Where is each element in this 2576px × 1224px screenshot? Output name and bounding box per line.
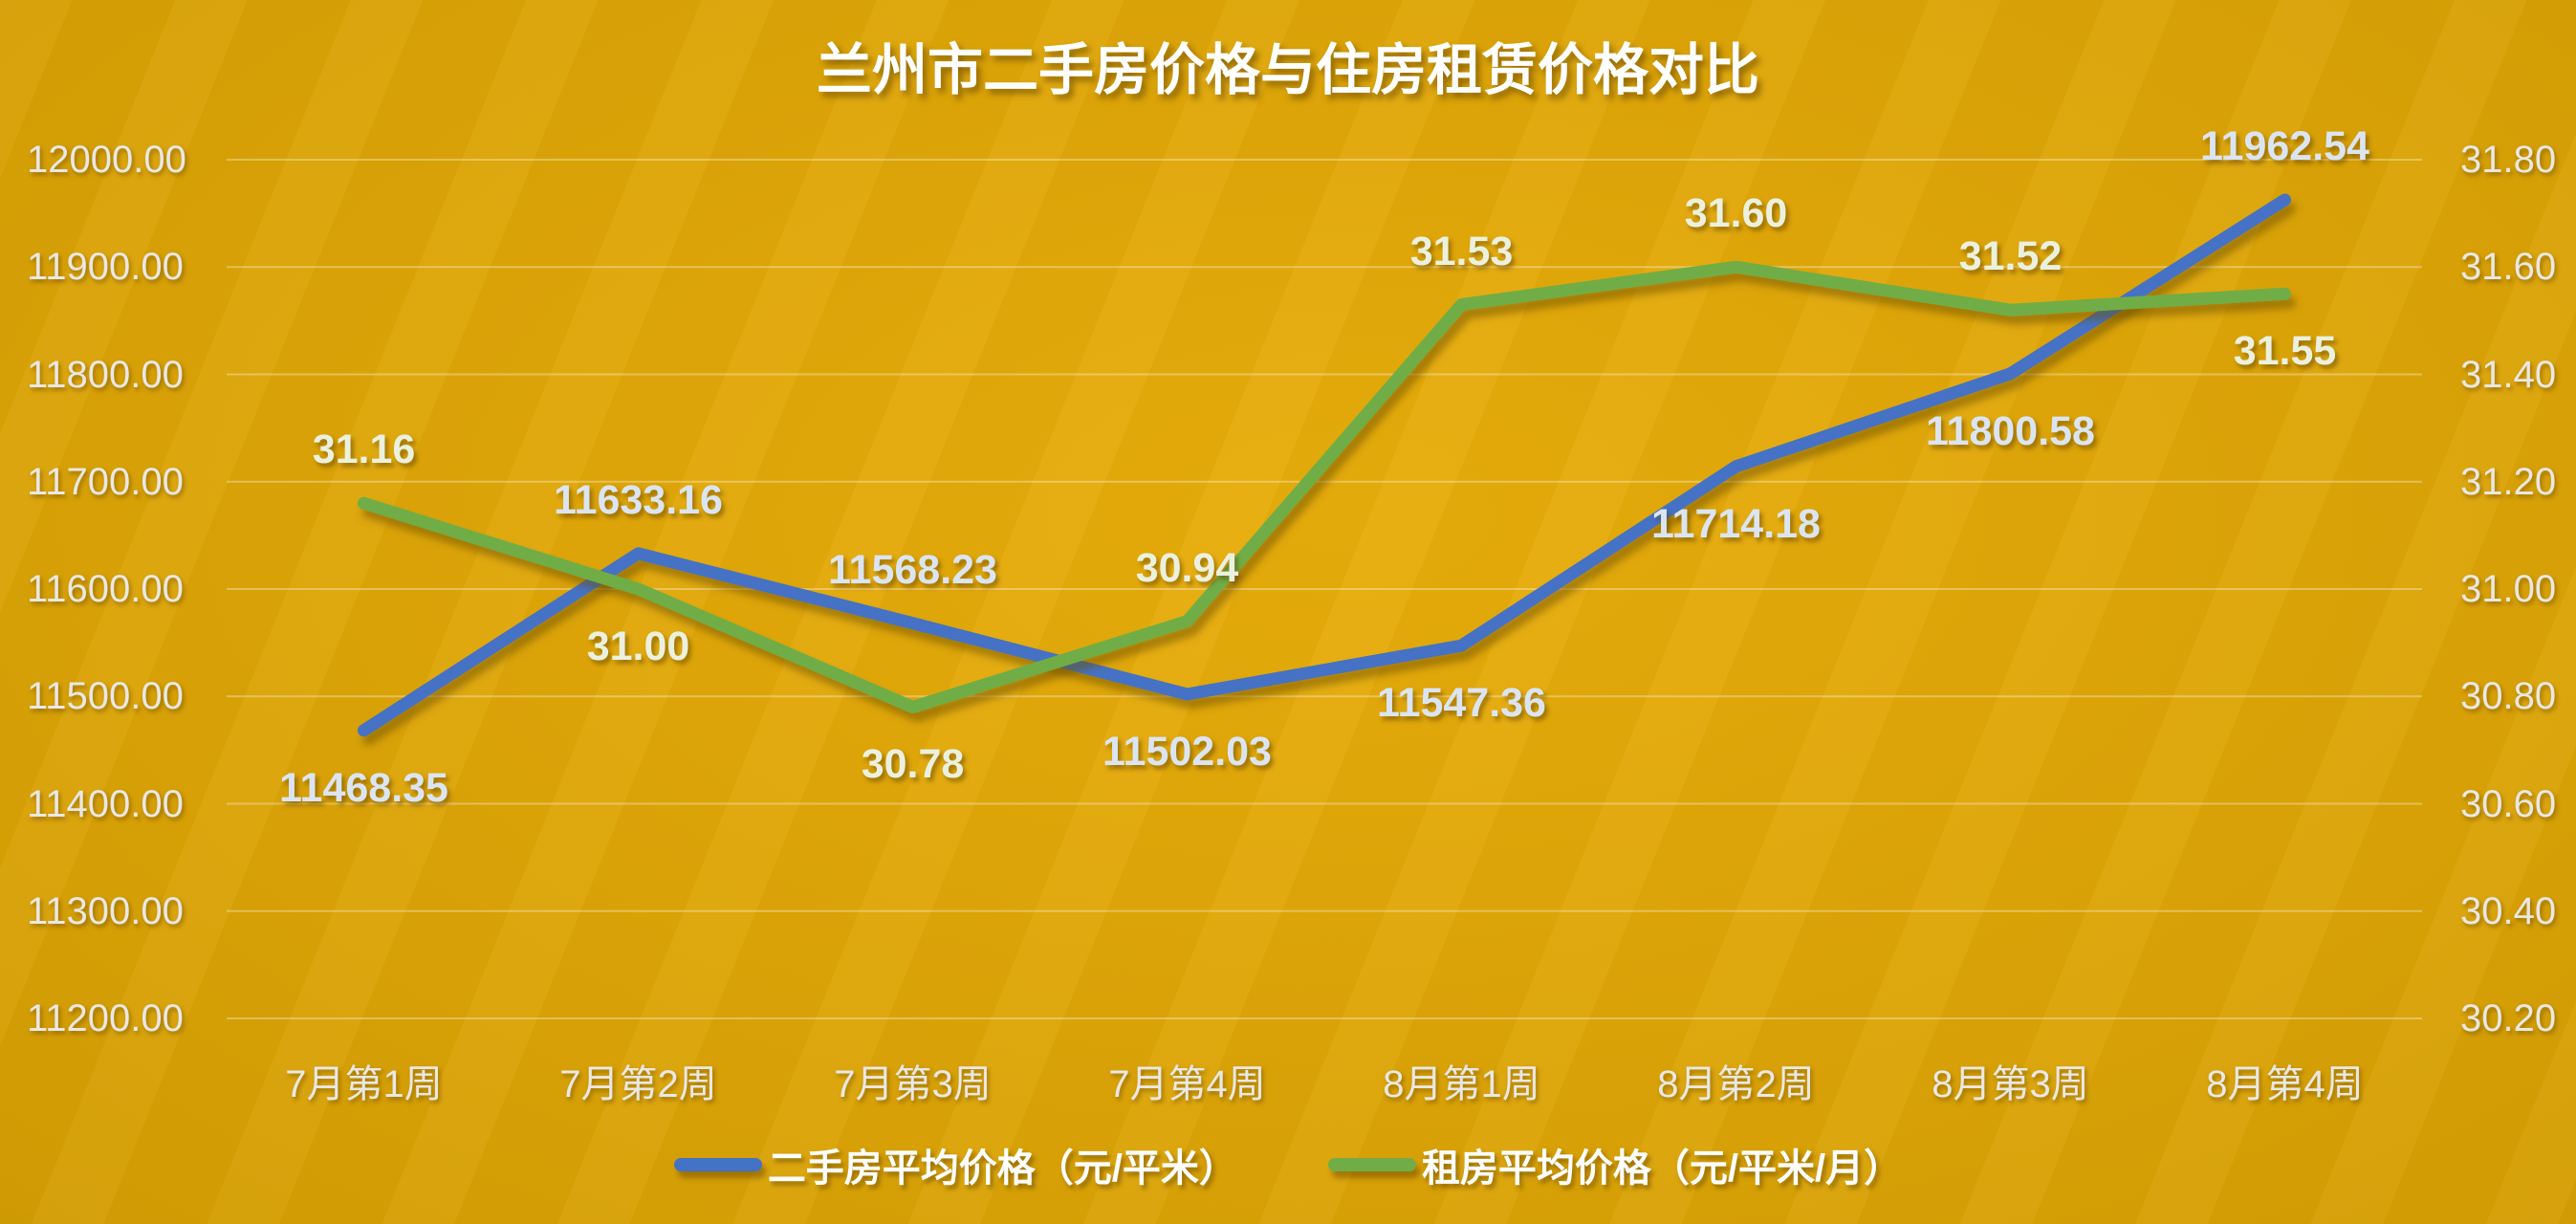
y-axis-left-tick: 11300.00 [27, 889, 184, 932]
series-line-secondhand-price [358, 193, 2291, 737]
legend-swatch-rental-price-icon [1327, 1158, 1416, 1171]
data-label-secondhand-price: 11568.23 [828, 546, 997, 593]
data-label-rental-price: 31.00 [586, 623, 690, 669]
series-lines [358, 193, 2291, 737]
data-label-secondhand-price: 11633.16 [554, 476, 723, 523]
data-label-secondhand-price: 11502.03 [1102, 728, 1272, 775]
x-axis-label: 8月第4周 [2206, 1063, 2364, 1105]
data-label-rental-price: 30.78 [861, 741, 965, 788]
y-axis-right-tick: 30.60 [2460, 782, 2557, 825]
data-label-secondhand-price: 11547.36 [1377, 680, 1546, 727]
y-axis-left-tick: 11600.00 [27, 568, 184, 610]
data-label-rental-price: 31.60 [1684, 190, 1788, 237]
y-axis-right-tick: 31.60 [2460, 246, 2557, 289]
data-label-rental-price: 31.55 [2233, 328, 2337, 375]
x-axis-label: 8月第3周 [1932, 1063, 2089, 1105]
x-axis-label: 7月第3周 [834, 1063, 992, 1105]
y-axis-right-tick: 31.80 [2460, 139, 2557, 181]
y-axis-left-tick: 11900.00 [27, 246, 184, 289]
legend-item-secondhand-price: 二手房平均价格（元/平米） [673, 1137, 1237, 1192]
x-axis-label: 7月第2周 [559, 1063, 717, 1105]
y-axis-left-tick: 11700.00 [27, 460, 184, 503]
y-axis-right-tick: 30.20 [2460, 997, 2557, 1039]
y-axis-left-tick: 11400.00 [27, 782, 184, 825]
legend: 二手房平均价格（元/平米） 租房平均价格（元/平米/月） [0, 1134, 2576, 1195]
legend-item-rental-price: 租房平均价格（元/平米/月） [1327, 1137, 1903, 1192]
y-axis-right-tick: 30.80 [2460, 675, 2557, 718]
series-line-rental-price [358, 260, 2291, 713]
y-axis-right-tick: 31.20 [2460, 460, 2557, 503]
x-axis-label: 8月第2周 [1657, 1063, 1815, 1105]
data-label-rental-price: 30.94 [1135, 544, 1239, 591]
chart-title: 兰州市二手房价格与住房租赁价格对比 [816, 39, 1759, 101]
x-axis-label: 8月第1周 [1383, 1063, 1540, 1105]
data-label-secondhand-price: 11468.35 [279, 764, 448, 811]
y-axis-right-tick: 30.40 [2460, 889, 2557, 932]
data-label-secondhand-price: 11714.18 [1651, 500, 1821, 547]
data-label-rental-price: 31.16 [312, 426, 416, 473]
y-axis-left-tick: 11200.00 [27, 997, 184, 1039]
y-axis-right-tick: 31.40 [2460, 353, 2557, 396]
data-label-secondhand-price: 11800.58 [1926, 407, 2095, 454]
gridlines [227, 159, 2422, 1019]
y-axis-left-tick: 11800.00 [27, 353, 184, 396]
legend-swatch-secondhand-price-icon [673, 1158, 762, 1171]
y-axis-left-tick: 11500.00 [27, 675, 184, 718]
data-label-rental-price: 31.53 [1409, 228, 1514, 274]
y-axis-left-tick: 12000.00 [27, 139, 186, 181]
legend-label-rental-price: 租房平均价格（元/平米/月） [1421, 1148, 1903, 1190]
legend-label-secondhand-price: 二手房平均价格（元/平米） [767, 1148, 1237, 1190]
data-label-rental-price: 31.52 [1958, 233, 2063, 280]
x-axis-label: 7月第1周 [285, 1063, 443, 1105]
data-label-secondhand-price: 11962.54 [2200, 123, 2369, 170]
y-axis-right-tick: 31.00 [2460, 568, 2557, 610]
x-axis-label: 7月第4周 [1108, 1063, 1266, 1105]
